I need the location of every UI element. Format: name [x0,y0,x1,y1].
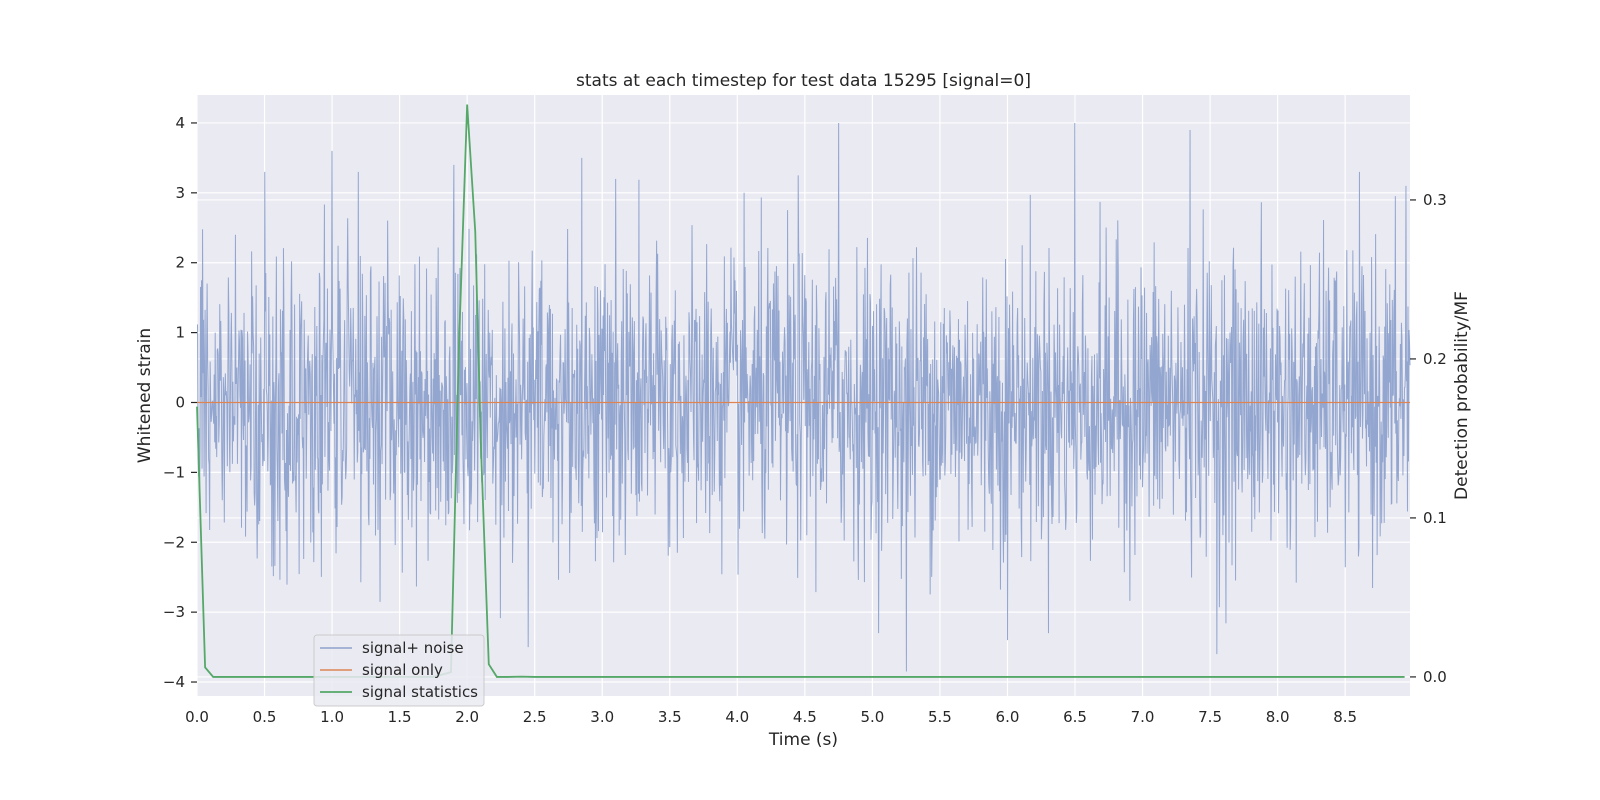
legend: signal+ noise signal only signal statist… [313,634,485,707]
x-tick-label: 6.5 [1063,708,1087,726]
legend-label-signal-only: signal only [362,661,443,679]
x-tick-label: 2.0 [455,708,479,726]
y-tick-label: 4 [175,114,185,132]
y-axis-label: Whitened strain [135,328,155,463]
y-tick-label: 2 [175,254,185,272]
x-tick-label: 8.0 [1266,708,1290,726]
x-tick-label: 7.5 [1198,708,1222,726]
plot-series [196,104,1411,678]
x-tick-label: 4.5 [793,708,817,726]
legend-label-signal-statistics: signal statistics [362,683,478,701]
x-tick-label: 5.5 [928,708,952,726]
axis-ticks: 0.0 0.5 1.0 1.5 2.0 2.5 3.0 3.5 4.0 4.5 5.0 5.5 6.0 6… [163,114,1447,726]
y2-tick-label: 0.3 [1423,191,1447,209]
chart-title: stats at each timestep for test data 152… [576,71,1031,91]
x-tick-label: 5.0 [860,708,884,726]
x-tick-label: 0.5 [253,708,277,726]
y-tick-label: −3 [163,603,185,621]
x-tick-label: 1.0 [320,708,344,726]
y-tick-label: 3 [175,184,185,202]
y-tick-label: −2 [163,533,185,551]
x-tick-label: 4.0 [725,708,749,726]
x-tick-label: 3.0 [590,708,614,726]
y2-tick-label: 0.0 [1423,668,1447,686]
y2-tick-label: 0.2 [1423,350,1447,368]
x-tick-label: 1.5 [388,708,412,726]
y-tick-label: 0 [175,393,185,411]
y2-tick-label: 0.1 [1423,509,1447,527]
x-tick-label: 7.0 [1131,708,1155,726]
x-axis-label: Time (s) [768,730,838,750]
x-tick-label: 3.5 [658,708,682,726]
series-signal-noise-line [196,122,1411,672]
y-tick-label: −4 [163,673,185,691]
series-signal-statistics-line [196,104,1405,678]
y-tick-label: 1 [175,324,185,342]
y-tick-label: −1 [163,463,185,481]
y2-axis-label: Detection probability/MF [1452,291,1472,500]
x-tick-label: 8.5 [1333,708,1357,726]
x-tick-label: 2.5 [523,708,547,726]
x-tick-label: 6.0 [996,708,1020,726]
x-tick-label: 0.0 [185,708,209,726]
legend-label-signal-noise: signal+ noise [362,639,464,657]
legend-box [313,634,485,707]
